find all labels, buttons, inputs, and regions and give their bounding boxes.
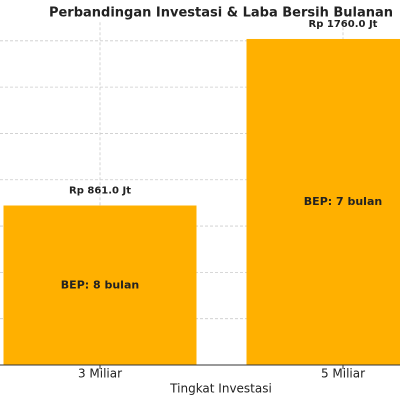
value-label: Rp 1760.0 Jt [309, 19, 378, 30]
x-axis-label: Tingkat Investasi [169, 382, 272, 396]
bep-label: BEP: 7 bulan [304, 195, 382, 208]
x-tick-label: 5 Miliar [321, 367, 365, 381]
chart-title: Perbandingan Investasi & Laba Bersih Bul… [49, 6, 393, 21]
bar [246, 38, 400, 365]
value-label: Rp 861.0 Jt [69, 186, 131, 197]
bar [3, 205, 197, 365]
x-tick-label: 3 Miliar [78, 367, 122, 381]
bep-label: BEP: 8 bulan [61, 278, 139, 291]
